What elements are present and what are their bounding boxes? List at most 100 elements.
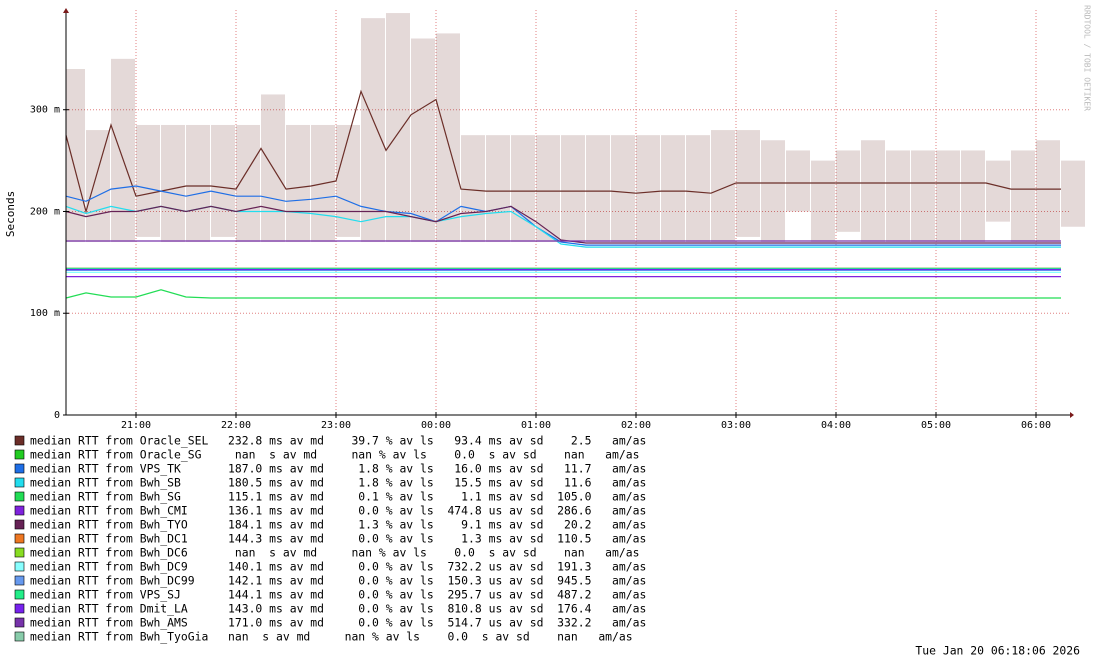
x-tick-label: 03:00 [721, 420, 751, 431]
legend-swatch [14, 603, 25, 614]
x-tick-label: 05:00 [921, 420, 951, 431]
legend-label: median RTT from Bwh_CMI [30, 504, 188, 518]
legend-swatch [14, 435, 25, 446]
range-band [361, 18, 385, 243]
range-band [911, 150, 935, 243]
range-band [486, 135, 510, 243]
range-band [611, 135, 635, 243]
range-band [86, 130, 110, 243]
legend-stats: 184.1 ms av md 1.3 % av ls 9.1 ms av sd … [228, 518, 646, 532]
range-band [886, 150, 910, 243]
legend-label: median RTT from Bwh_TyoGia [30, 630, 208, 644]
legend-stats: 232.8 ms av md 39.7 % av ls 93.4 ms av s… [228, 434, 646, 448]
range-band [711, 130, 735, 243]
range-band [1011, 150, 1035, 243]
legend-label: median RTT from Bwh_DC9 [30, 560, 188, 574]
y-tick-label: 200 m [30, 206, 60, 217]
range-band [286, 124, 310, 243]
range-band [1061, 160, 1085, 227]
legend-label: median RTT from VPS_SJ [30, 588, 181, 602]
legend-swatch [14, 477, 25, 488]
x-tick-label: 02:00 [621, 420, 651, 431]
range-band [111, 58, 135, 243]
legend-label: median RTT from Bwh_DC6 [30, 546, 188, 560]
plot-area [65, 10, 1085, 415]
range-band [536, 135, 560, 243]
legend-stats: 144.3 ms av md 0.0 % av ls 1.3 ms av sd … [228, 532, 646, 546]
range-band [386, 13, 410, 243]
legend-stats: 144.1 ms av md 0.0 % av ls 295.7 us av s… [228, 588, 646, 602]
x-tick-label: 00:00 [421, 420, 451, 431]
range-band [636, 135, 660, 243]
legend-stats: 115.1 ms av md 0.1 % av ls 1.1 ms av sd … [228, 490, 646, 504]
range-band [411, 38, 435, 243]
legend-swatch [14, 449, 25, 460]
legend-label: median RTT from Bwh_TYO [30, 518, 188, 532]
y-tick-label: 300 m [30, 105, 60, 116]
y-axis-label: Seconds [4, 191, 17, 237]
range-band [986, 160, 1010, 222]
legend-swatch [14, 617, 25, 628]
legend-stats: 136.1 ms av md 0.0 % av ls 474.8 us av s… [228, 504, 646, 518]
timestamp: Tue Jan 20 06:18:06 2026 [915, 644, 1080, 658]
range-band [161, 124, 185, 243]
x-tick-label: 04:00 [821, 420, 851, 431]
legend-label: median RTT from Bwh_AMS [30, 616, 188, 630]
series-line [65, 205, 1061, 244]
range-band [686, 135, 710, 243]
range-band [936, 150, 960, 243]
range-band [186, 124, 210, 243]
legend-swatch [14, 533, 25, 544]
range-band [561, 135, 585, 243]
range-band [336, 124, 360, 237]
legend-label: median RTT from VPS_TK [30, 462, 181, 476]
series-line [65, 289, 1061, 299]
legend-swatch [14, 519, 25, 530]
legend-stats: 140.1 ms av md 0.0 % av ls 732.2 us av s… [228, 560, 646, 574]
legend-swatch [14, 631, 25, 642]
legend-swatch [14, 589, 25, 600]
range-band [436, 33, 460, 243]
legend-stats: 187.0 ms av md 1.8 % av ls 16.0 ms av sd… [228, 462, 646, 476]
legend-stats: nan s av md nan % av ls 0.0 s av sd nan … [228, 448, 639, 462]
legend-swatch [14, 505, 25, 516]
y-tick-label: 0 [54, 410, 60, 421]
x-tick-label: 23:00 [321, 420, 351, 431]
legend-stats: 171.0 ms av md 0.0 % av ls 514.7 us av s… [228, 616, 646, 630]
legend-swatch [14, 561, 25, 572]
legend-label: median RTT from Bwh_DC99 [30, 574, 195, 588]
range-band [211, 124, 235, 237]
y-axis-arrow [63, 8, 69, 13]
legend-stats: nan s av md nan % av ls 0.0 s av sd nan … [228, 546, 639, 560]
range-band [961, 150, 985, 243]
range-band [761, 140, 785, 243]
series-line [65, 185, 1061, 246]
legend-swatch [14, 547, 25, 558]
legend-stats: 180.5 ms av md 1.8 % av ls 15.5 ms av sd… [228, 476, 646, 490]
x-axis-arrow [1070, 412, 1074, 418]
legend-swatch [14, 491, 25, 502]
range-band [786, 150, 810, 212]
range-band [811, 160, 835, 243]
x-tick-label: 21:00 [121, 420, 151, 431]
range-band [1036, 140, 1060, 243]
range-band [461, 135, 485, 243]
range-band [511, 135, 535, 243]
x-tick-label: 22:00 [221, 420, 251, 431]
range-band [136, 124, 160, 237]
range-band [836, 150, 860, 232]
range-band [586, 135, 610, 243]
range-band [661, 135, 685, 243]
legend-label: median RTT from Dmit_LA [30, 602, 188, 616]
series-line [65, 89, 1061, 214]
legend-swatch [14, 575, 25, 586]
x-tick-label: 06:00 [1021, 420, 1051, 431]
legend-stats: 143.0 ms av md 0.0 % av ls 810.8 us av s… [228, 602, 646, 616]
legend-label: median RTT from Bwh_SB [30, 476, 181, 490]
legend-stats: nan s av md nan % av ls 0.0 s av sd nan … [228, 630, 633, 644]
y-tick-label: 100 m [30, 308, 60, 319]
legend-label: median RTT from Oracle_SG [30, 448, 202, 462]
